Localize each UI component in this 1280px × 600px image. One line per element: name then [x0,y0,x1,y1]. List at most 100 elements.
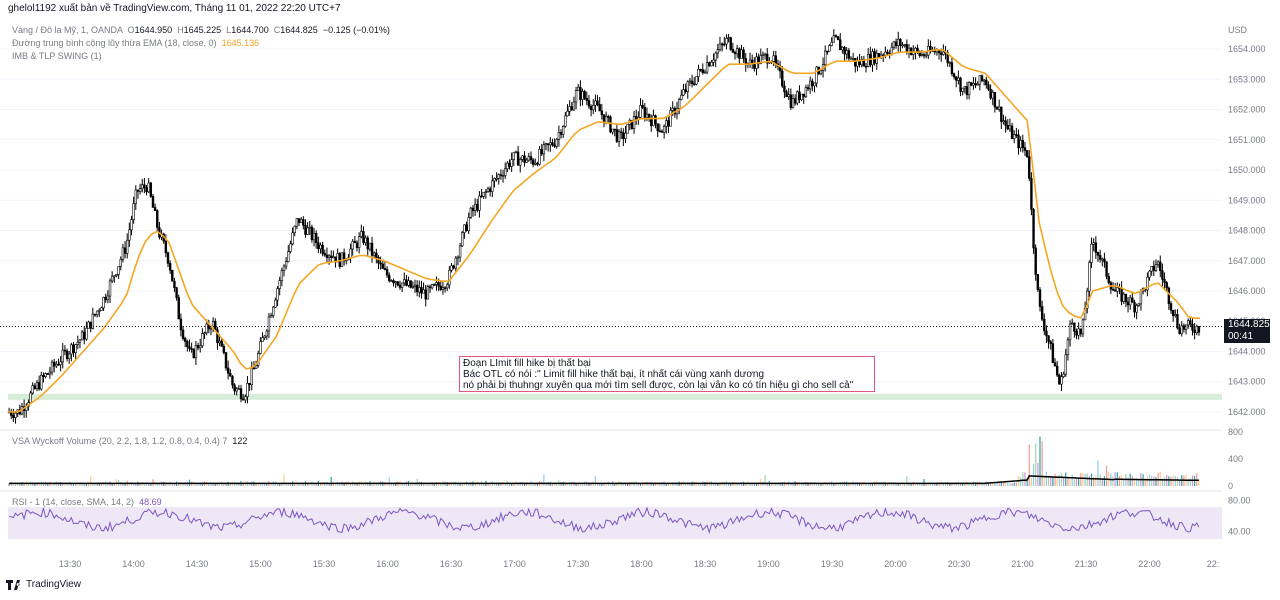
candle-body [787,94,790,98]
candle-body [119,259,122,267]
volume-ma-line [9,475,1199,485]
candle-body [1120,287,1123,302]
candle-body [1090,243,1093,263]
candle-body [811,80,814,87]
candle-body [534,162,537,165]
rsi-label: RSI - 1 (14, close, SMA, 14, 2) [12,497,135,507]
volume-tick: 800 [1228,427,1243,437]
candle-body [323,253,326,256]
candle-body [718,43,722,50]
candle-body [407,280,410,286]
candle-body [428,286,432,289]
candle-body [177,297,180,320]
candle-body [589,105,593,111]
candle-body [989,88,992,99]
volume-tick: 0 [1228,481,1233,491]
volume-value: 122 [232,436,248,446]
candle-body [808,80,812,90]
candle-body [1040,306,1044,320]
candle-body [143,184,146,189]
candle-body [400,282,404,288]
candle-body [113,275,116,278]
candle-body [1092,242,1095,245]
candle-body [57,363,60,366]
candle-body [1135,305,1138,313]
candle-body [1032,209,1035,249]
candle-body [834,35,838,37]
candle-body [1021,140,1025,148]
volume-axis: 800 400 0 [1228,427,1243,491]
candle-body [1124,293,1128,303]
candle-body [791,98,795,108]
time-tick: 18:00 [630,559,653,569]
candle-body [1195,326,1198,334]
candle-body [1013,134,1016,139]
candle-body [680,94,683,100]
open-value: 1644.950 [134,25,173,35]
candle-body [1152,265,1156,271]
annotation-note[interactable]: Đoạn LImit fill hike bị thất bại Bác OTL… [459,356,875,392]
candle-body [355,242,359,248]
candle-body [789,94,793,108]
candle-body [1154,264,1158,271]
candle-body [136,189,140,192]
candle-body [330,255,333,258]
candle-body [130,219,133,231]
candle-body [108,280,112,297]
candle-body [697,68,700,77]
candle-body [508,162,511,167]
candle-body [205,323,208,334]
candle-body [942,51,945,55]
candle-body [948,62,951,64]
candle-body [742,49,745,59]
candle-body [972,83,975,86]
candle-body [504,168,507,176]
tradingview-logo[interactable]: TradingView [6,579,81,590]
candle-body [514,151,518,154]
candle-body [372,252,376,256]
candle-body [731,49,735,53]
time-tick: 20:30 [948,559,971,569]
candle-body [360,231,363,237]
ema-line [8,48,1200,413]
candle-body [970,82,973,86]
candle-body [259,341,262,354]
candle-body [29,392,32,403]
rsi-legend: RSI - 1 (14, close, SMA, 14, 2) 48.69 [12,497,162,507]
candle-body [74,344,77,353]
grid-lines [0,48,1222,413]
candle-body [574,90,578,103]
candle-body [916,47,919,52]
candle-body [570,106,573,111]
candle-body [1169,303,1173,311]
candle-body [1161,270,1164,280]
candle-body [613,128,616,131]
candle-body [181,329,185,339]
candle-body [1126,301,1130,306]
low-value: 1644.700 [231,25,269,35]
candle-body [980,75,984,81]
candle-body [997,106,1001,110]
candle-body [199,345,202,349]
candle-body [201,333,204,347]
symbol-legend: Vàng / Đô la Mỹ, 1, OANDA O1644.950 H164… [12,25,390,35]
candle-body [630,119,634,129]
candle-body [1101,258,1104,261]
candle-body [1015,134,1018,136]
candle-body [686,81,689,92]
price-tick: 1647.000 [1228,256,1266,266]
candle-body [572,101,576,111]
candle-body [306,227,309,235]
price-tick: 1651.000 [1228,135,1266,145]
candle-body [265,330,269,337]
candle-body [203,332,206,335]
candle-body [435,282,438,285]
candle-body [839,39,842,51]
candle-body [819,70,823,75]
candle-body [860,58,863,66]
candle-body [495,177,498,180]
candle-body [1128,297,1132,306]
candle-body [858,60,861,66]
candle-body [542,144,546,155]
